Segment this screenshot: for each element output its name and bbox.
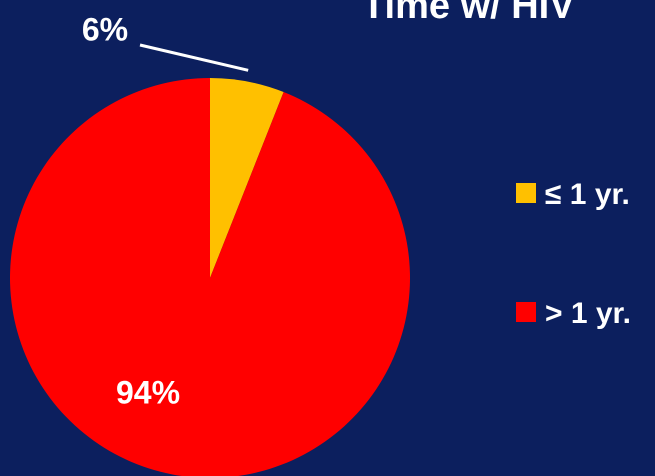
legend-swatch	[516, 302, 536, 322]
pie-slice	[210, 78, 284, 278]
leader-line	[139, 43, 249, 72]
legend-label: > 1 yr.	[545, 297, 631, 330]
pie-slice	[10, 78, 410, 476]
slice-label: 94%	[116, 374, 180, 410]
legend-label: ≤ 1 yr.	[545, 178, 630, 211]
slice-label: 6%	[82, 11, 128, 47]
legend-swatch	[516, 183, 536, 203]
chart-title: Time w/ HIV	[362, 0, 575, 27]
